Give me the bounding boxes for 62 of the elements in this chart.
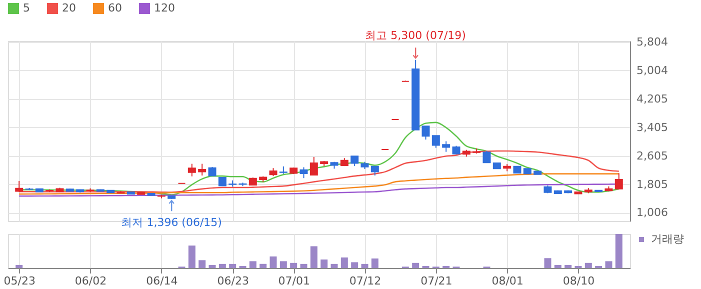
bar xyxy=(330,264,338,268)
candlestick xyxy=(310,156,318,176)
legend-label: 60 xyxy=(108,2,122,14)
bar xyxy=(361,264,368,268)
x-tick-label: 07/21 xyxy=(420,274,452,288)
bar xyxy=(544,258,552,268)
y-tick-label: 1,006 xyxy=(636,206,668,220)
candlestick xyxy=(300,166,308,179)
annotation: 최저 1,396 (06/15) xyxy=(121,216,222,229)
y-tick-label: 3,405 xyxy=(636,120,668,134)
bar xyxy=(300,264,308,268)
bar xyxy=(340,257,348,268)
candlestick xyxy=(432,135,440,148)
bar xyxy=(310,246,318,268)
candlestick xyxy=(15,180,24,192)
bar xyxy=(564,264,572,268)
bar xyxy=(249,261,256,268)
candlestick xyxy=(422,126,430,140)
bar xyxy=(16,264,23,268)
x-tick-label: 06/02 xyxy=(74,274,107,288)
x-tick-label: 05/23 xyxy=(4,274,36,288)
x-tick-label: 06/23 xyxy=(217,274,249,288)
bar xyxy=(218,264,226,268)
bar xyxy=(260,264,267,268)
bar xyxy=(270,256,277,268)
bar xyxy=(554,264,562,268)
candlestick xyxy=(188,163,196,177)
bar xyxy=(229,264,236,268)
bar xyxy=(615,234,622,268)
x-tick-label: 07/01 xyxy=(278,274,310,288)
bar xyxy=(208,264,216,268)
bar xyxy=(188,246,196,268)
bar xyxy=(412,262,420,268)
x-tick-label: 08/10 xyxy=(562,274,595,288)
y-tick-label: 2,605 xyxy=(636,149,668,162)
candlestick xyxy=(198,163,206,176)
legend-label: 20 xyxy=(62,2,76,14)
bar xyxy=(290,262,298,268)
bar xyxy=(320,260,328,268)
candlestick xyxy=(350,156,359,167)
bar xyxy=(198,260,206,268)
x-tick-label: 06/14 xyxy=(146,274,178,288)
y-tick-label: 1,805 xyxy=(636,178,668,191)
legend-label: 5 xyxy=(23,2,30,14)
bar xyxy=(605,261,612,268)
y-tick-label: 4,205 xyxy=(636,92,668,106)
legend-label: 거래량 xyxy=(651,232,684,246)
x-tick-label: 08/01 xyxy=(492,274,524,288)
bar xyxy=(351,262,358,268)
candlestick xyxy=(614,172,623,190)
bar xyxy=(371,258,378,268)
bar xyxy=(280,261,287,268)
candlestick xyxy=(370,166,379,176)
annotation: 최고 5,300 (07/19) xyxy=(365,28,466,42)
candlestick xyxy=(442,140,450,152)
legend-label: 120 xyxy=(154,2,175,14)
line-series xyxy=(18,173,620,195)
y-tick-label: 5,804 xyxy=(636,35,668,48)
bar xyxy=(584,262,592,268)
y-tick-label: 5,004 xyxy=(636,64,668,77)
x-tick-label: 07/12 xyxy=(349,274,382,288)
candlestick xyxy=(482,150,491,164)
